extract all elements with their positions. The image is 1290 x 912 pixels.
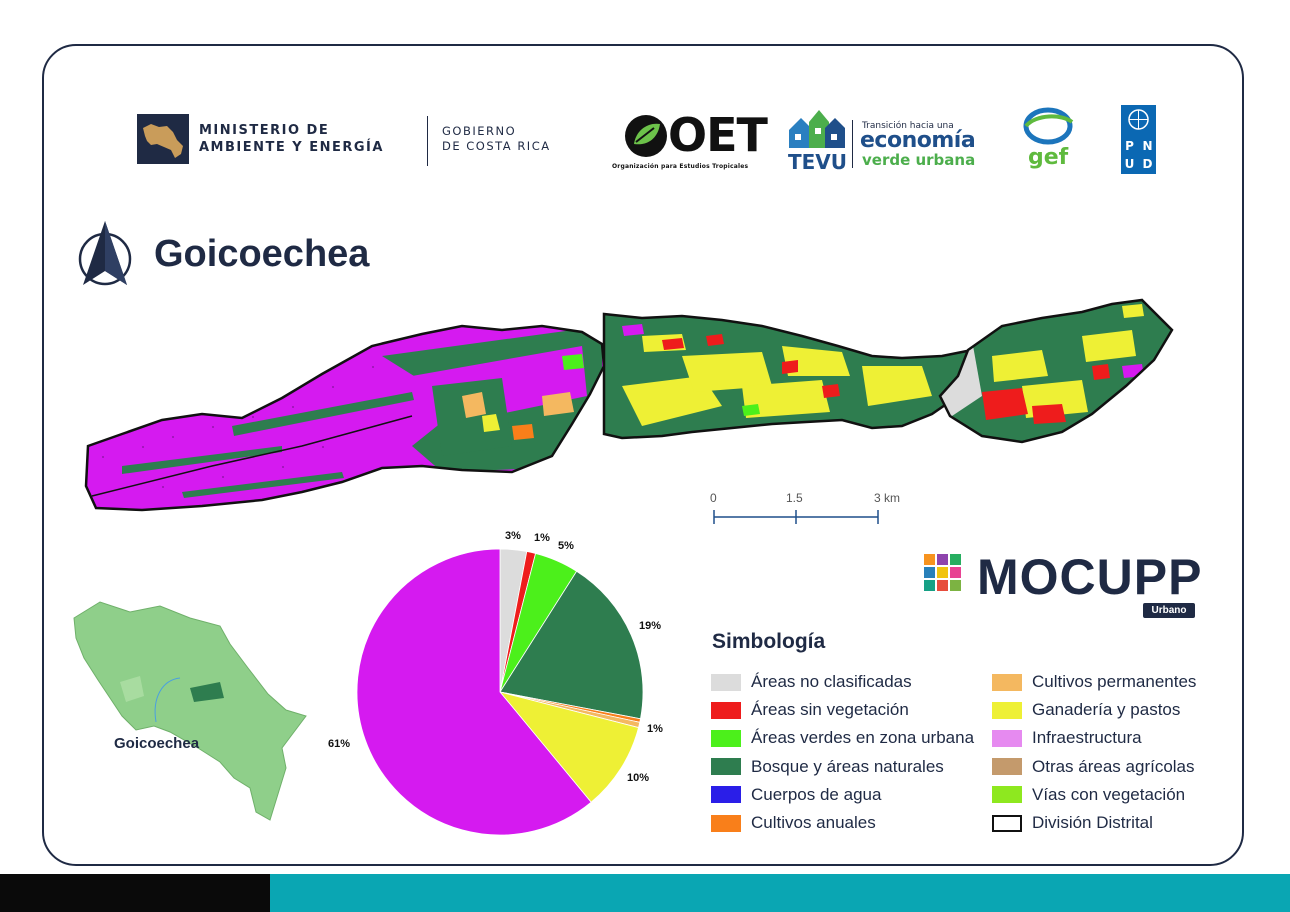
economia-big-text: economía (860, 128, 976, 153)
tevu-logo-text: TEVU (788, 150, 848, 174)
pnud-letter: U (1124, 157, 1135, 171)
mocupp-mosaic-icon (924, 554, 964, 600)
scale-bar (713, 510, 879, 524)
legend-label: Ganadería y pastos (1032, 700, 1181, 720)
legend-item: Áreas sin vegetación (711, 700, 909, 720)
legend-label: Infraestructura (1032, 728, 1142, 748)
legend-swatch (711, 701, 741, 719)
footer-bar-teal (270, 874, 1290, 912)
pie-label-areas-verdes: 5% (558, 540, 574, 552)
legend-label: Otras áreas agrícolas (1032, 756, 1195, 776)
pie-slice (498, 691, 639, 803)
legend-item: Áreas no clasificadas (711, 672, 912, 692)
legend-swatch (711, 729, 741, 747)
footer-bar-dark (0, 874, 270, 912)
north-arrow-icon (77, 219, 133, 295)
legend-item: División Distrital (992, 813, 1153, 833)
pie-label-ganaderia: 10% (627, 772, 650, 784)
legend-label: Cultivos permanentes (1032, 672, 1197, 691)
legend-label: Cultivos anuales (751, 813, 876, 832)
gef-logo-text: gef (1028, 145, 1069, 170)
legend-label: Cuerpos de agua (751, 784, 882, 804)
legend-label: Áreas no clasificadas (751, 672, 912, 691)
oet-logo-text: OET (668, 108, 768, 162)
legend-item: Cultivos anuales (711, 813, 876, 833)
pie-slice (356, 548, 592, 836)
legend-item: Bosque y áreas naturales (711, 757, 944, 777)
legend-swatch (992, 786, 1022, 804)
costa-rica-map-logo-icon (137, 114, 189, 164)
pnud-letter: N (1142, 139, 1153, 153)
legend-swatch (992, 673, 1022, 691)
legend-label: Vías con vegetación (1032, 784, 1186, 804)
legend-swatch (992, 814, 1022, 832)
gef-ring-icon (1022, 106, 1076, 152)
ministerio-logo-text: MINISTERIO DE AMBIENTE Y ENERGÍA (199, 123, 384, 155)
legend-swatch (711, 786, 741, 804)
un-emblem-icon (1128, 109, 1149, 130)
pie-label-sin-vegetacion: 1% (534, 532, 550, 544)
legend-item: Otras áreas agrícolas (992, 757, 1195, 777)
mocupp-urbano-badge: Urbano (1143, 603, 1195, 618)
pnud-logo: P N U D (1121, 105, 1156, 174)
pie-slice (499, 570, 644, 720)
mocupp-logo-text: MOCUPP (977, 549, 1203, 605)
legend-swatch (711, 758, 741, 776)
gobierno-logo-text: GOBIERNO DE COSTA RICA (442, 124, 551, 153)
tevu-houses-icon (787, 108, 847, 154)
pie-label-no-clasificadas: 3% (505, 530, 521, 542)
legend-item: Vías con vegetación (992, 785, 1185, 805)
legend-swatch (711, 814, 741, 832)
oet-subtitle: Organización para Estudios Tropicales (612, 163, 749, 170)
legend-label: Áreas verdes en zona urbana (751, 728, 975, 748)
legend-swatch (992, 729, 1022, 747)
pie-label-bosque: 19% (639, 620, 662, 632)
scale-label: 3 km (874, 491, 901, 505)
pie-label-infraestructura: 61% (328, 738, 351, 750)
legend-label: Bosque y áreas naturales (751, 756, 944, 776)
legend-item: Ganadería y pastos (992, 700, 1180, 720)
scale-label: 0 (710, 491, 717, 505)
legend-swatch (992, 758, 1022, 776)
legend-title: Simbología (712, 630, 826, 653)
page-frame (42, 44, 1244, 866)
legend-item: Cultivos permanentes (992, 672, 1196, 692)
pnud-letter: D (1142, 157, 1153, 171)
logo-divider (427, 116, 428, 166)
legend-swatch (711, 673, 741, 691)
land-use-map (82, 296, 1182, 520)
economia-small-text: Transición hacia una (862, 121, 954, 131)
land-use-pie-chart (356, 548, 644, 836)
pie-label-cultivos-permanentes: 1% (647, 723, 663, 735)
legend-label: Áreas sin vegetación (751, 700, 909, 720)
legend-label: División Distrital (1032, 813, 1153, 832)
legend-swatch (992, 701, 1022, 719)
inset-map-label: Goicoechea (114, 735, 200, 752)
logo-divider (852, 120, 853, 168)
oet-leaf-icon (622, 112, 670, 164)
costa-rica-inset-map (70, 598, 315, 832)
pnud-letter: P (1125, 139, 1134, 153)
economia-green-text: verde urbana (862, 151, 976, 169)
legend-item: Infraestructura (992, 728, 1142, 748)
legend-item: Áreas verdes en zona urbana (711, 728, 974, 748)
legend-item: Cuerpos de agua (711, 785, 881, 805)
scale-label: 1.5 (786, 491, 803, 505)
page-title: Goicoechea (154, 233, 370, 275)
